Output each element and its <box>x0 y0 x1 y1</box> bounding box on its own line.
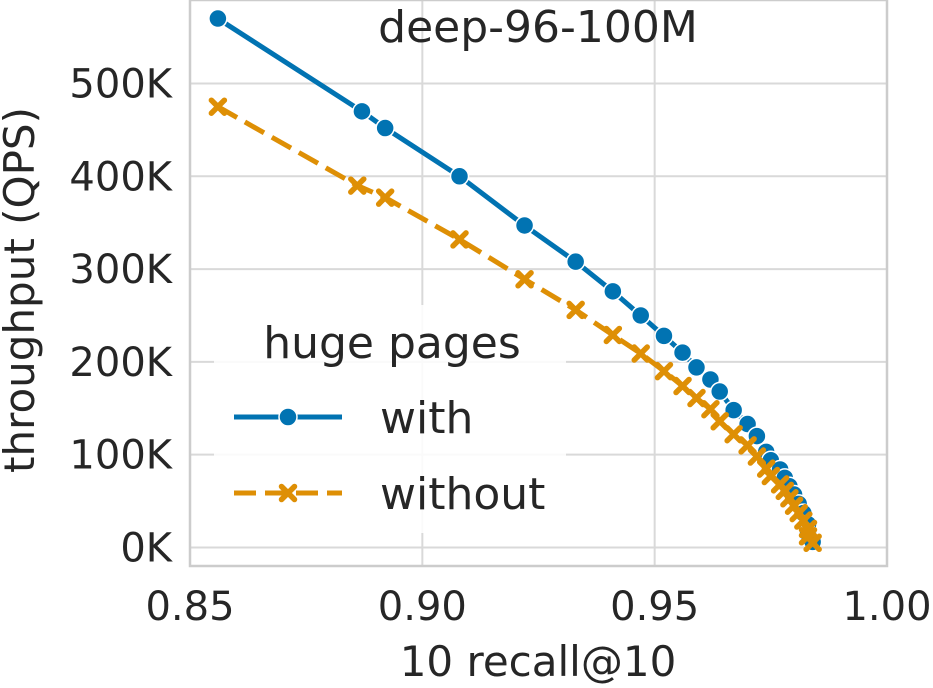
data-point <box>803 533 822 553</box>
y-ticks: 0K 100K 200K 300K 400K 500K <box>69 62 173 572</box>
data-point <box>654 326 674 346</box>
x-ticks: 0.85 0.90 0.95 1.00 <box>145 584 931 630</box>
data-point <box>208 97 228 116</box>
data-point <box>565 251 586 272</box>
data-point <box>352 101 372 122</box>
x-axis-label: 10 recall@10 <box>400 637 677 686</box>
data-point <box>724 424 743 444</box>
x-tick-label: 0.85 <box>145 584 234 630</box>
data-point <box>566 300 585 320</box>
y-tick-label: 500K <box>69 62 173 108</box>
series-without <box>208 97 822 553</box>
data-point <box>603 325 623 345</box>
legend-marker <box>278 483 298 503</box>
data-point <box>515 270 534 289</box>
chart-title: deep-96-100M <box>378 2 698 53</box>
y-tick-label: 100K <box>69 433 173 479</box>
x-tick-label: 0.90 <box>378 584 467 630</box>
legend-entry-with: with <box>234 393 473 444</box>
data-point <box>514 215 535 236</box>
legend-entries: with without <box>234 393 545 520</box>
x-tick-label: 1.00 <box>842 584 931 630</box>
series-layer <box>208 8 823 553</box>
data-point <box>654 361 674 381</box>
data-point <box>630 305 651 326</box>
data-point <box>723 400 744 420</box>
data-point <box>710 412 729 431</box>
legend-marker <box>278 407 298 427</box>
legend: huge pages with without <box>214 305 566 533</box>
data-point <box>672 342 693 363</box>
data-point <box>348 176 367 195</box>
y-tick-label: 300K <box>69 247 173 293</box>
data-point <box>603 281 623 302</box>
data-point <box>686 357 707 378</box>
data-point <box>375 188 395 207</box>
data-point <box>709 381 730 402</box>
legend-title: huge pages <box>263 318 521 369</box>
y-tick-label: 400K <box>69 154 173 200</box>
data-point <box>687 388 706 408</box>
data-point <box>673 376 692 396</box>
legend-entry-without: without <box>234 469 545 520</box>
legend-label: without <box>380 469 545 520</box>
data-point <box>450 230 469 249</box>
data-point <box>449 166 470 187</box>
x-tick-label: 0.95 <box>610 584 699 630</box>
plot-frame <box>188 0 889 568</box>
data-point <box>375 118 395 138</box>
legend-label: with <box>380 393 473 444</box>
data-point <box>631 344 650 363</box>
y-tick-label: 200K <box>69 340 173 386</box>
y-tick-label: 0K <box>120 525 173 571</box>
y-axis-label: throughput (QPS) <box>0 107 44 473</box>
data-point <box>208 8 228 29</box>
